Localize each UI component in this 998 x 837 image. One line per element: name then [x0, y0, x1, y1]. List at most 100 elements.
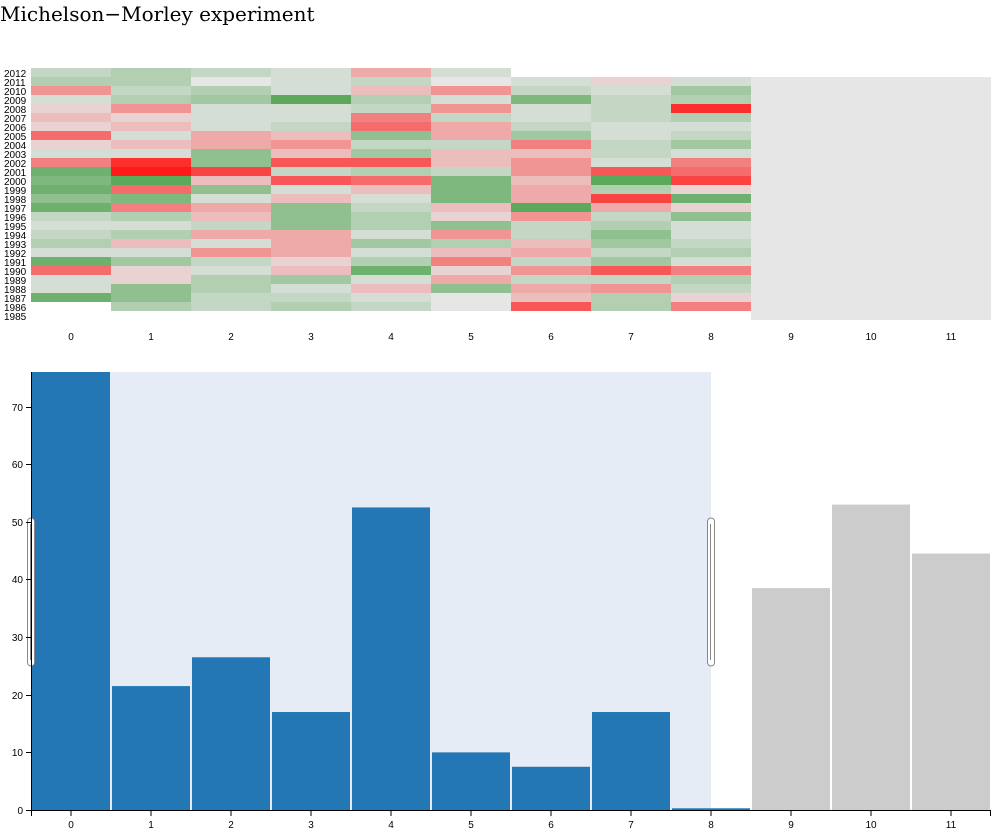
heatmap-cell [671, 248, 751, 257]
bar[interactable] [32, 372, 110, 810]
heatmap-year-label: 1994 [4, 231, 27, 242]
heatmap-cell [111, 221, 191, 230]
heatmap-cell [591, 158, 671, 167]
heatmap-cell [511, 113, 591, 122]
heatmap-cell [431, 176, 511, 185]
heatmap-cell [431, 104, 511, 113]
heatmap-cell [191, 239, 271, 248]
heatmap-cell [351, 113, 431, 122]
bar[interactable] [832, 504, 910, 810]
x-axis-tick-label: 0 [68, 820, 74, 831]
heatmap-cell [271, 266, 351, 275]
bar[interactable] [272, 712, 350, 810]
heatmap-cell [671, 95, 751, 104]
x-axis-tick-label: 1 [148, 820, 154, 831]
heatmap-cell [111, 194, 191, 203]
heatmap-year-label: 2005 [4, 132, 27, 143]
bar[interactable] [592, 712, 670, 810]
heatmap-cell [191, 185, 271, 194]
heatmap-year-label: 1987 [4, 294, 27, 305]
heatmap-cell [511, 131, 591, 140]
heatmap-year-label: 1995 [4, 222, 27, 233]
heatmap-cell [351, 302, 431, 311]
heatmap-cell [191, 131, 271, 140]
heatmap-cell [511, 284, 591, 293]
heatmap-cell [271, 158, 351, 167]
bar[interactable] [432, 752, 510, 810]
heatmap-cell [351, 158, 431, 167]
heatmap-x-tick-label: 2 [228, 332, 234, 343]
x-axis-tick-label: 2 [228, 820, 234, 831]
heatmap-cell [511, 212, 591, 221]
heatmap-cell [591, 86, 671, 95]
heatmap-x-tick-label: 8 [708, 332, 714, 343]
heatmap-cell [191, 95, 271, 104]
heatmap-x-tick-label: 11 [946, 332, 957, 343]
heatmap-year-label: 1996 [4, 213, 27, 224]
heatmap-cell [671, 185, 751, 194]
y-axis-tick-label: 40 [12, 575, 24, 586]
heatmap-cell [591, 302, 671, 311]
bar[interactable] [512, 766, 590, 810]
heatmap-cell [591, 176, 671, 185]
heatmap-empty-region [751, 77, 991, 320]
heatmap-cell [191, 104, 271, 113]
heatmap-cell [431, 140, 511, 149]
y-axis-tick-label: 60 [12, 460, 24, 471]
heatmap-cell [671, 275, 751, 284]
heatmap-cell [111, 104, 191, 113]
bar[interactable] [112, 686, 190, 810]
heatmap-cell [111, 203, 191, 212]
bar[interactable] [912, 553, 990, 810]
heatmap-cell [671, 293, 751, 302]
heatmap-cell [511, 293, 591, 302]
heatmap-cell [431, 230, 511, 239]
bar[interactable] [672, 808, 750, 810]
heatmap-cell [31, 293, 111, 302]
bar[interactable] [352, 507, 430, 810]
heatmap-cell [31, 167, 111, 176]
heatmap-x-tick-label: 1 [148, 332, 154, 343]
heatmap-cell [431, 203, 511, 212]
heatmap-cell [591, 149, 671, 158]
heatmap-cell [511, 167, 591, 176]
bar-chart[interactable]: 0 10 20 30 40 50 60 70 0 1 2 3 4 5 6 7 8 9 10 11 [12, 372, 991, 831]
heatmap-cell [351, 131, 431, 140]
heatmap-cell [31, 131, 111, 140]
heatmap-cell [511, 275, 591, 284]
heatmap-cell [351, 167, 431, 176]
heatmap-cell [111, 77, 191, 86]
heatmap-cell [271, 122, 351, 131]
heatmap-chart: 2012201120102009200820072006200520042003… [4, 68, 991, 343]
heatmap-cell [511, 248, 591, 257]
heatmap-cell [191, 122, 271, 131]
heatmap-cell [591, 194, 671, 203]
heatmap-cell [351, 149, 431, 158]
heatmap-cell [591, 104, 671, 113]
x-axis-tick-label: 9 [788, 820, 794, 831]
heatmap-cell [671, 176, 751, 185]
heatmap-cell [271, 185, 351, 194]
heatmap-cell [191, 293, 271, 302]
heatmap-cell [31, 230, 111, 239]
heatmap-cell [31, 194, 111, 203]
heatmap-cell [31, 257, 111, 266]
heatmap-cell [671, 239, 751, 248]
heatmap-cell [31, 95, 111, 104]
heatmap-cell [511, 86, 591, 95]
bar[interactable] [192, 657, 270, 810]
heatmap-cell [111, 131, 191, 140]
heatmap-cell [271, 77, 351, 86]
heatmap-cell [591, 185, 671, 194]
x-axis-tick-label: 4 [388, 820, 394, 831]
heatmap-cell [671, 149, 751, 158]
heatmap-cell [351, 176, 431, 185]
bar[interactable] [752, 588, 830, 810]
heatmap-cell [351, 77, 431, 86]
heatmap-year-label: 2012 [4, 69, 27, 80]
x-axis-tick-label: 11 [946, 820, 957, 831]
heatmap-cell [591, 131, 671, 140]
heatmap-cell [511, 158, 591, 167]
heatmap-cell [511, 239, 591, 248]
